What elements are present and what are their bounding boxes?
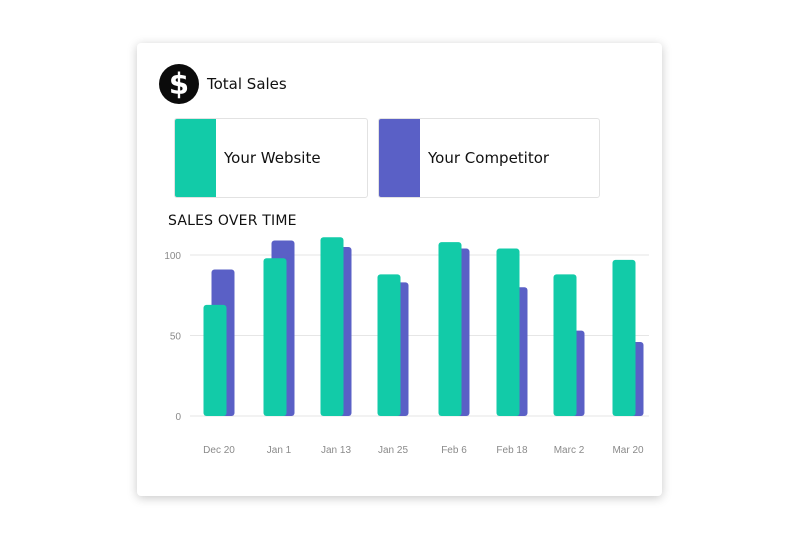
sales-card: $ Total Sales Your Website Your Competit… bbox=[137, 43, 662, 496]
bar-website bbox=[320, 237, 344, 416]
y-tick-label: 100 bbox=[164, 251, 181, 262]
y-tick-label: 50 bbox=[170, 332, 182, 343]
bar-website bbox=[438, 242, 462, 416]
x-tick-label: Mar 20 bbox=[612, 445, 644, 456]
x-tick-label: Jan 13 bbox=[321, 445, 351, 456]
bar-website bbox=[203, 304, 227, 416]
legend-item-competitor: Your Competitor bbox=[378, 118, 600, 198]
bar-website bbox=[496, 248, 520, 416]
card-title: Total Sales bbox=[207, 75, 287, 93]
x-tick-label: Jan 1 bbox=[267, 445, 292, 456]
bar-website bbox=[612, 259, 636, 416]
legend-label-competitor: Your Competitor bbox=[428, 149, 550, 167]
x-tick-label: Feb 18 bbox=[496, 445, 528, 456]
dollar-icon: $ bbox=[159, 64, 199, 104]
chart-title: SALES OVER TIME bbox=[168, 213, 297, 229]
sales-bar-chart: 0 50 100 Dec 20 Jan 1 Jan 13 Jan 25 Feb 6 Feb 18… bbox=[164, 237, 649, 456]
bar-website bbox=[553, 274, 577, 416]
x-tick-label: Dec 20 bbox=[203, 445, 235, 456]
x-tick-label: Feb 6 bbox=[441, 445, 467, 456]
legend-swatch-competitor bbox=[379, 119, 420, 197]
legend-label-website: Your Website bbox=[224, 149, 321, 167]
bar-website bbox=[263, 258, 287, 416]
card-header: $ Total Sales bbox=[159, 64, 287, 104]
x-tick-label: Jan 25 bbox=[378, 445, 408, 456]
x-tick-label: Marc 2 bbox=[554, 445, 585, 456]
y-tick-label: 0 bbox=[175, 412, 181, 423]
bar-website bbox=[377, 274, 401, 416]
legend-swatch-website bbox=[175, 119, 216, 197]
legend-item-website: Your Website bbox=[174, 118, 368, 198]
